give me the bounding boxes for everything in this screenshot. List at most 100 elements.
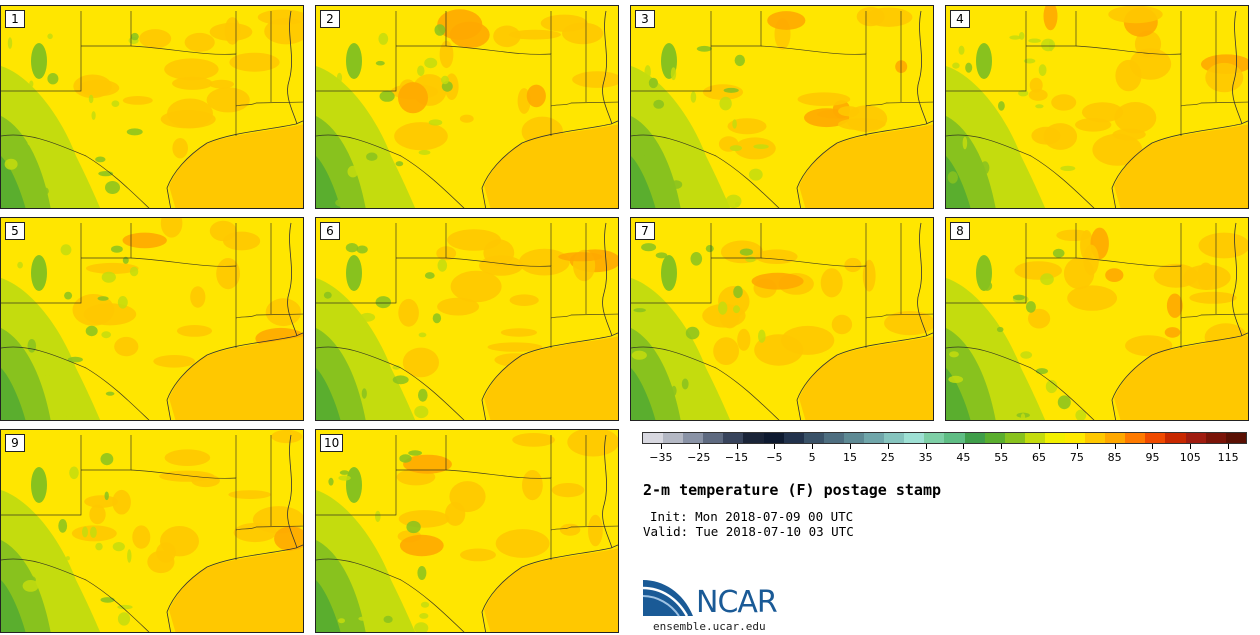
colorbar-tick-label: 105 bbox=[1179, 451, 1201, 464]
colorbar-swatch bbox=[1105, 433, 1126, 443]
colorbar-swatch bbox=[843, 433, 865, 443]
member-panel-10[interactable]: 10 bbox=[315, 429, 619, 633]
temperature-map bbox=[316, 6, 618, 208]
valid-time: Valid: Tue 2018-07-10 03 UTC bbox=[643, 524, 854, 539]
colorbar-tick-mark bbox=[774, 444, 776, 449]
member-number-label: 2 bbox=[320, 10, 340, 28]
member-panel-6[interactable]: 6 bbox=[315, 217, 619, 421]
member-number-label: 1 bbox=[5, 10, 25, 28]
colorbar-swatch bbox=[864, 433, 885, 443]
colorbar-tick-label: 35 bbox=[918, 451, 933, 464]
colorbar-tick-label: −5 bbox=[766, 451, 783, 464]
member-panel-2[interactable]: 2 bbox=[315, 5, 619, 209]
colorbar-tick-mark bbox=[812, 444, 814, 449]
colorbar-tick-label: 15 bbox=[842, 451, 857, 464]
colorbar-swatch bbox=[823, 433, 844, 443]
colorbar-swatch bbox=[1004, 433, 1025, 443]
member-number-label: 7 bbox=[635, 222, 655, 240]
member-panel-7[interactable]: 7 bbox=[630, 217, 934, 421]
member-number-label: 3 bbox=[635, 10, 655, 28]
member-number-label: 8 bbox=[950, 222, 970, 240]
colorbar-swatch bbox=[683, 433, 704, 443]
colorbar-tick-mark bbox=[1039, 444, 1041, 449]
member-number-label: 5 bbox=[5, 222, 25, 240]
member-number-label: 4 bbox=[950, 10, 970, 28]
temperature-map bbox=[1, 218, 303, 420]
colorbar-tick-mark bbox=[1228, 444, 1230, 449]
colorbar-swatch bbox=[703, 433, 724, 443]
colorbar-tick-mark bbox=[1190, 444, 1192, 449]
member-number-label: 10 bbox=[320, 434, 344, 452]
colorbar-tick-label: 75 bbox=[1069, 451, 1084, 464]
colorbar-swatch bbox=[643, 433, 664, 443]
temperature-map bbox=[631, 6, 933, 208]
colorbar-swatch bbox=[1205, 433, 1226, 443]
member-panel-5[interactable]: 5 bbox=[0, 217, 304, 421]
site-url-link[interactable]: ensemble.ucar.edu bbox=[653, 620, 766, 633]
colorbar-swatch bbox=[904, 433, 925, 443]
ncar-logo-text: NCAR bbox=[696, 585, 778, 620]
colorbar-swatch bbox=[1085, 433, 1106, 443]
colorbar-swatch bbox=[1145, 433, 1166, 443]
colorbar-ticks: −35 −25 −15 −5 5 15 25 35 45 55 65 75 85 95 105 115 bbox=[642, 444, 1247, 466]
colorbar-swatch bbox=[783, 433, 804, 443]
colorbar-tick-label: −15 bbox=[724, 451, 749, 464]
colorbar-tick-label: 25 bbox=[880, 451, 895, 464]
colorbar-tick-label: 55 bbox=[994, 451, 1009, 464]
colorbar-swatch bbox=[663, 433, 684, 443]
colorbar-tick-label: −35 bbox=[649, 451, 673, 464]
init-time: Init: Mon 2018-07-09 00 UTC bbox=[650, 509, 854, 524]
colorbar-swatch bbox=[1064, 433, 1086, 443]
colorbar-swatch bbox=[1044, 433, 1065, 443]
colorbar-tick-mark bbox=[1152, 444, 1154, 449]
colorbar-swatch bbox=[1165, 433, 1186, 443]
temperature-colorbar bbox=[642, 432, 1247, 444]
colorbar-tick-label: 95 bbox=[1145, 451, 1160, 464]
colorbar-tick-label: −25 bbox=[687, 451, 711, 464]
colorbar-tick-label: 65 bbox=[1032, 451, 1047, 464]
colorbar-swatch bbox=[1024, 433, 1045, 443]
plot-title: 2-m temperature (F) postage stamp bbox=[643, 481, 942, 499]
colorbar-tick-mark bbox=[963, 444, 965, 449]
member-number-label: 9 bbox=[5, 434, 25, 452]
member-panel-1[interactable]: 1 bbox=[0, 5, 304, 209]
colorbar-swatch bbox=[884, 433, 905, 443]
temperature-map bbox=[1, 430, 303, 632]
colorbar-swatch bbox=[1225, 433, 1246, 443]
member-panel-8[interactable]: 8 bbox=[945, 217, 1249, 421]
temperature-map bbox=[946, 6, 1248, 208]
colorbar-tick-mark bbox=[1001, 444, 1003, 449]
temperature-map bbox=[946, 218, 1248, 420]
colorbar-tick-mark bbox=[849, 444, 851, 449]
colorbar-tick-mark bbox=[925, 444, 927, 449]
colorbar-swatch bbox=[803, 433, 824, 443]
member-panel-4[interactable]: 4 bbox=[945, 5, 1249, 209]
colorbar-swatch bbox=[1125, 433, 1146, 443]
colorbar-tick-mark bbox=[736, 444, 738, 449]
temperature-map bbox=[316, 218, 618, 420]
colorbar-swatch bbox=[964, 433, 985, 443]
colorbar-tick-mark bbox=[1114, 444, 1116, 449]
colorbar-tick-label: 115 bbox=[1217, 451, 1239, 464]
colorbar-swatch bbox=[723, 433, 744, 443]
member-panel-3[interactable]: 3 bbox=[630, 5, 934, 209]
colorbar-swatch bbox=[1185, 433, 1206, 443]
temperature-map bbox=[316, 430, 618, 632]
colorbar-tick-mark bbox=[660, 444, 662, 449]
ncar-logo-icon[interactable] bbox=[643, 578, 793, 620]
colorbar-swatch bbox=[944, 433, 965, 443]
temperature-map bbox=[1, 6, 303, 208]
colorbar-swatch bbox=[984, 433, 1005, 443]
colorbar-tick-label: 5 bbox=[808, 451, 816, 464]
colorbar-tick-label: 45 bbox=[956, 451, 971, 464]
colorbar-swatch bbox=[743, 433, 764, 443]
temperature-map bbox=[631, 218, 933, 420]
colorbar-tick-mark bbox=[698, 444, 700, 449]
colorbar-swatch bbox=[924, 433, 945, 443]
member-number-label: 6 bbox=[320, 222, 340, 240]
colorbar-swatch bbox=[763, 433, 784, 443]
member-panel-9[interactable]: 9 bbox=[0, 429, 304, 633]
colorbar-tick-mark bbox=[887, 444, 889, 449]
colorbar-tick-mark bbox=[1076, 444, 1078, 449]
colorbar-tick-label: 85 bbox=[1107, 451, 1122, 464]
